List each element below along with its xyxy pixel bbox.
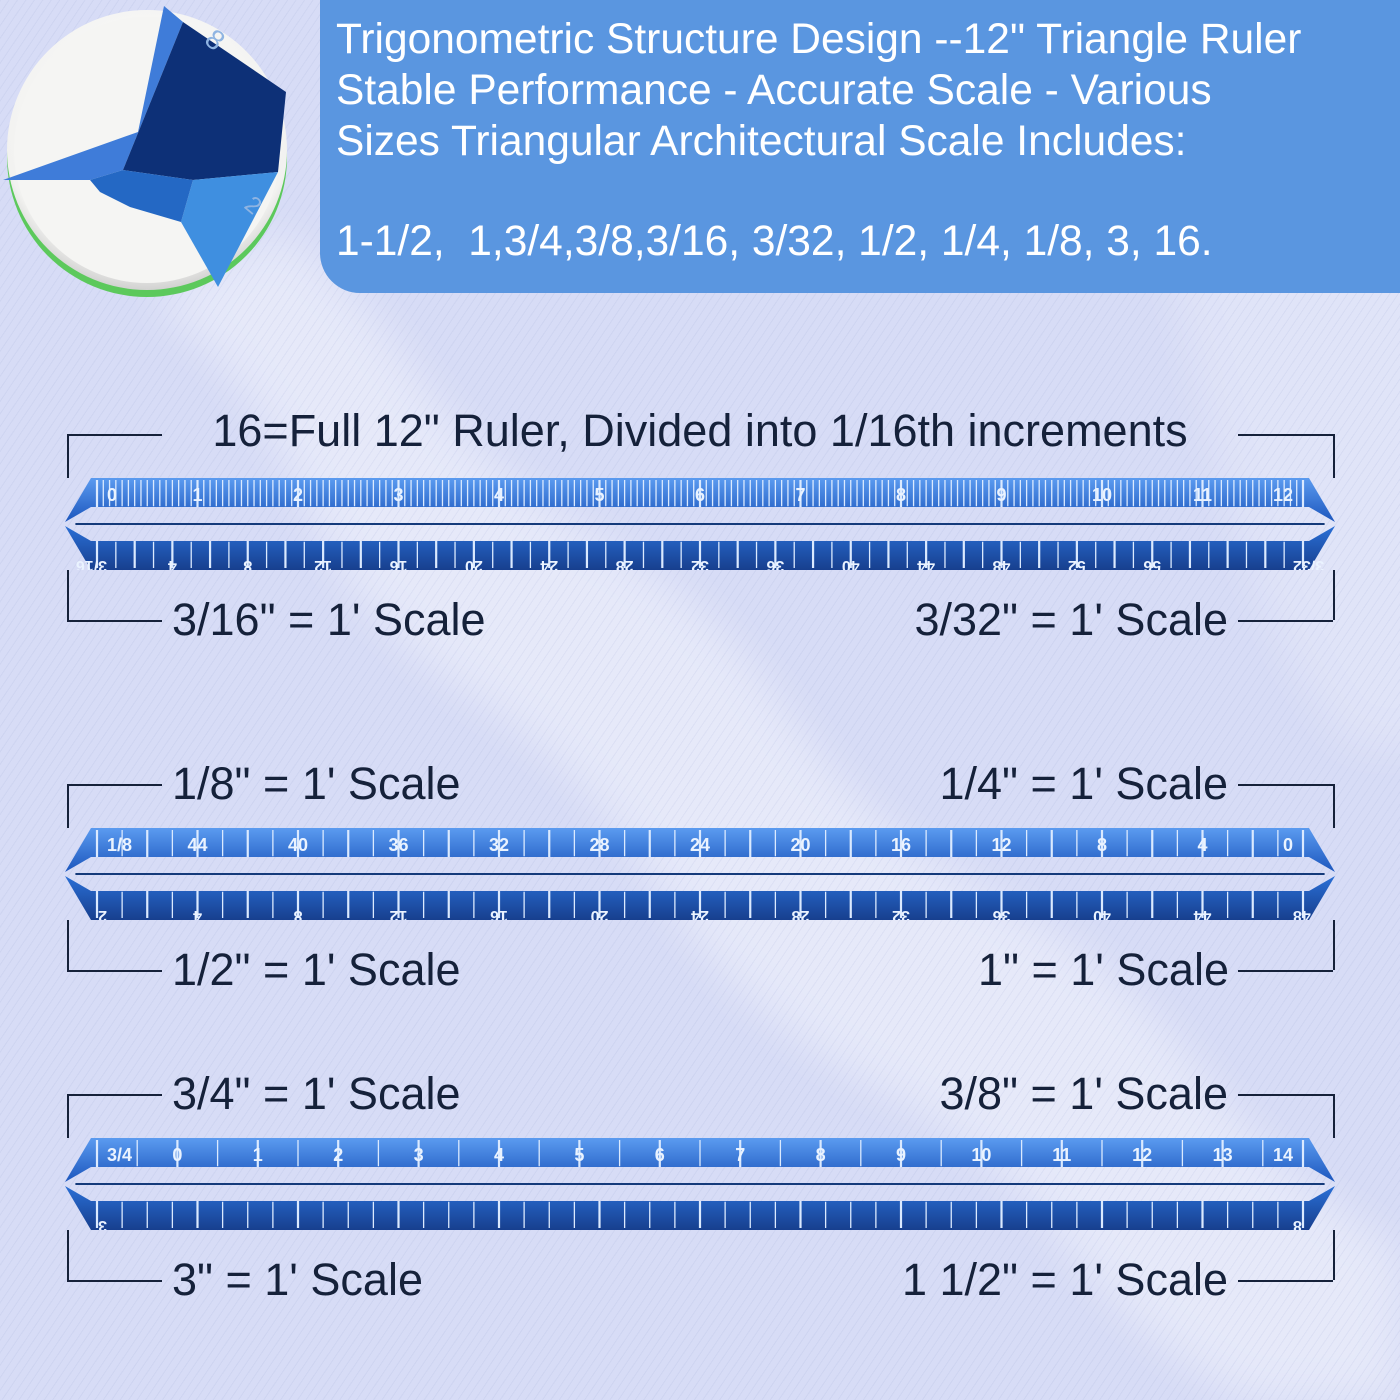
- svg-text:6: 6: [695, 485, 705, 505]
- svg-text:28: 28: [792, 907, 810, 920]
- svg-text:9: 9: [896, 1145, 906, 1165]
- svg-text:32: 32: [489, 835, 509, 855]
- svg-text:7: 7: [795, 485, 805, 505]
- svg-text:2: 2: [293, 485, 303, 505]
- svg-text:10: 10: [971, 1145, 991, 1165]
- svg-text:4: 4: [494, 1145, 504, 1165]
- svg-text:40: 40: [842, 557, 860, 570]
- svg-text:40: 40: [1093, 907, 1111, 920]
- svg-text:28: 28: [589, 835, 609, 855]
- svg-text:36: 36: [766, 557, 784, 570]
- svg-text:8: 8: [1293, 1217, 1302, 1230]
- svg-text:44: 44: [1194, 907, 1212, 920]
- svg-text:24: 24: [691, 907, 709, 920]
- svg-text:0: 0: [172, 1145, 182, 1165]
- svg-text:3/4: 3/4: [107, 1145, 132, 1165]
- svg-text:7: 7: [735, 1145, 745, 1165]
- svg-text:24: 24: [540, 557, 558, 570]
- svg-text:1: 1: [192, 485, 202, 505]
- svg-text:4: 4: [494, 485, 504, 505]
- svg-text:28: 28: [616, 557, 634, 570]
- svg-text:44: 44: [917, 557, 935, 570]
- svg-text:4: 4: [193, 907, 202, 920]
- svg-text:11: 11: [1193, 485, 1212, 505]
- svg-text:11: 11: [1052, 1145, 1071, 1165]
- svg-text:3: 3: [414, 1145, 424, 1165]
- svg-text:12: 12: [1132, 1145, 1152, 1165]
- svg-text:12: 12: [314, 557, 332, 570]
- svg-text:20: 20: [465, 557, 483, 570]
- svg-text:0: 0: [107, 485, 117, 505]
- svg-text:3: 3: [393, 485, 403, 505]
- svg-text:12: 12: [390, 907, 408, 920]
- svg-text:13: 13: [1213, 1145, 1233, 1165]
- svg-text:48: 48: [1293, 907, 1311, 920]
- svg-text:8: 8: [816, 1145, 826, 1165]
- svg-text:8: 8: [243, 557, 252, 570]
- svg-text:16: 16: [490, 907, 508, 920]
- svg-text:44: 44: [187, 835, 207, 855]
- svg-text:4: 4: [168, 557, 177, 570]
- svg-text:3/16: 3/16: [76, 557, 107, 570]
- svg-text:48: 48: [993, 557, 1011, 570]
- svg-text:56: 56: [1143, 557, 1161, 570]
- svg-text:20: 20: [591, 907, 609, 920]
- svg-text:52: 52: [1068, 557, 1086, 570]
- svg-text:5: 5: [574, 1145, 584, 1165]
- svg-text:4: 4: [1197, 835, 1207, 855]
- svg-text:40: 40: [288, 835, 308, 855]
- svg-text:3/32: 3/32: [1293, 557, 1324, 570]
- svg-text:12: 12: [1273, 485, 1293, 505]
- svg-text:5: 5: [594, 485, 604, 505]
- svg-text:8: 8: [293, 907, 302, 920]
- svg-text:2: 2: [98, 907, 107, 920]
- svg-text:10: 10: [1092, 485, 1112, 505]
- svg-text:20: 20: [790, 835, 810, 855]
- svg-text:1: 1: [253, 1145, 263, 1165]
- svg-text:16: 16: [390, 557, 408, 570]
- svg-text:32: 32: [892, 907, 910, 920]
- svg-text:12: 12: [991, 835, 1011, 855]
- svg-text:24: 24: [690, 835, 710, 855]
- svg-text:6: 6: [655, 1145, 665, 1165]
- svg-text:0: 0: [1283, 835, 1293, 855]
- svg-text:3: 3: [98, 1217, 107, 1230]
- svg-text:14: 14: [1273, 1145, 1293, 1165]
- svg-text:36: 36: [993, 907, 1011, 920]
- svg-text:36: 36: [388, 835, 408, 855]
- svg-text:9: 9: [996, 485, 1006, 505]
- svg-text:32: 32: [691, 557, 709, 570]
- svg-text:2: 2: [333, 1145, 343, 1165]
- svg-text:8: 8: [1097, 835, 1107, 855]
- svg-text:1/8: 1/8: [107, 835, 132, 855]
- svg-text:16: 16: [891, 835, 911, 855]
- svg-text:8: 8: [896, 485, 906, 505]
